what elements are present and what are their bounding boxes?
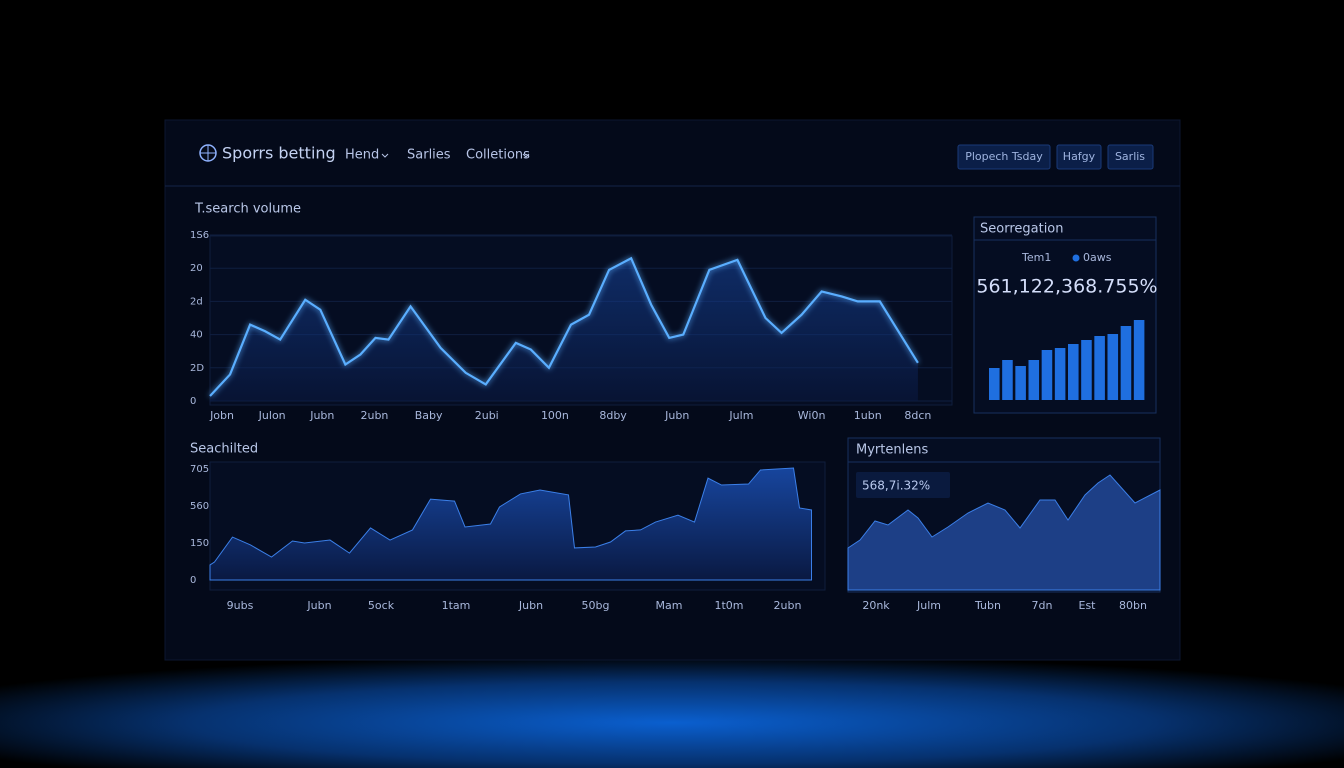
legend-dot: [1072, 254, 1080, 262]
button-label[interactable]: Hafgy: [1063, 150, 1096, 163]
x-tick-label: Mam: [656, 599, 683, 612]
area-fill: [210, 258, 918, 401]
button[interactable]: [957, 144, 1051, 170]
button-label[interactable]: Plopech Tsday: [965, 150, 1043, 163]
big-number: 561,122,368.755%: [976, 276, 1157, 298]
nav-item[interactable]: Colletions: [466, 148, 530, 163]
bar: [1002, 360, 1013, 400]
y-tick-label: 1S6: [190, 230, 209, 241]
bar: [1041, 350, 1053, 400]
legend-label: 0aws: [1083, 251, 1112, 264]
button-label[interactable]: Sarlis: [1115, 150, 1145, 163]
x-tick-label: 2ubn: [360, 409, 388, 422]
x-tick-label: Jubn: [518, 599, 543, 612]
x-tick-label: Jobn: [209, 409, 234, 422]
button[interactable]: [1056, 144, 1102, 170]
floor-glow: [0, 655, 1344, 768]
x-tick-label: 1ubn: [854, 409, 882, 422]
line: [209, 256, 919, 397]
x-tick-label: 8dby: [599, 409, 627, 422]
nav-item[interactable]: Sarlies: [407, 148, 451, 163]
annotation-box: [856, 472, 950, 498]
y-tick-label: 20: [190, 263, 203, 274]
chart-title: Seorregation: [980, 222, 1064, 237]
chart-title: Seachilted: [190, 442, 258, 457]
bar: [1081, 340, 1092, 400]
nav-item[interactable]: Hend: [345, 148, 379, 163]
bar: [1028, 360, 1040, 400]
x-tick-label: 2ubi: [475, 409, 499, 422]
x-tick-label: Jubn: [306, 599, 331, 612]
bar: [1015, 366, 1026, 400]
area: [847, 474, 1161, 591]
x-tick-label: 5ock: [368, 599, 395, 612]
x-tick-label: 9ubs: [227, 599, 254, 612]
x-tick-label: 100n: [541, 409, 569, 422]
brand-icon-cross: [200, 145, 216, 161]
y-tick-label: 2D: [190, 363, 204, 374]
x-tick-label: Julm: [728, 409, 753, 422]
x-tick-label: 2ubn: [774, 599, 802, 612]
y-tick-label: 0: [190, 575, 196, 586]
y-tick-label: 560: [190, 501, 209, 512]
annotation: 568,7i.32%: [862, 479, 930, 493]
bar: [1068, 344, 1079, 400]
button[interactable]: [1107, 144, 1154, 170]
y-tick-label: 705: [190, 464, 209, 475]
x-tick-label: 50bg: [582, 599, 610, 612]
x-tick-label: 20nk: [862, 599, 890, 612]
x-tick-label: Jubn: [664, 409, 689, 422]
x-tick-label: 7dn: [1032, 599, 1053, 612]
x-tick-label: 1tam: [442, 599, 471, 612]
brand[interactable]: Sporrs betting: [222, 144, 336, 163]
bar: [1054, 348, 1066, 400]
bar: [989, 368, 1000, 400]
caret: [522, 153, 530, 158]
bar: [1107, 334, 1119, 400]
y-tick-label: 2d: [190, 296, 203, 307]
y-tick-label: 40: [190, 330, 203, 341]
x-tick-label: Wi0n: [798, 409, 826, 422]
area: [209, 467, 812, 581]
x-tick-label: Julon: [258, 409, 286, 422]
x-tick-label: Baby: [415, 409, 443, 422]
x-tick-label: Julm: [916, 599, 941, 612]
bar: [1120, 326, 1132, 400]
legend-label: Tem1: [1021, 251, 1051, 264]
x-tick-label: Tubn: [974, 599, 1001, 612]
caret: [381, 153, 389, 158]
x-tick-label: Est: [1079, 599, 1097, 612]
y-tick-label: 0: [190, 396, 196, 407]
x-tick-label: 8dcn: [904, 409, 931, 422]
y-tick-label: 150: [190, 538, 209, 549]
bar: [1094, 336, 1105, 400]
x-tick-label: 80bn: [1119, 599, 1147, 612]
chart-title: Myrtenlens: [856, 443, 928, 458]
x-tick-label: Jubn: [309, 409, 334, 422]
x-tick-label: 1t0m: [714, 599, 743, 612]
bar: [1133, 320, 1145, 400]
chart-title: T.search volume: [194, 202, 301, 217]
